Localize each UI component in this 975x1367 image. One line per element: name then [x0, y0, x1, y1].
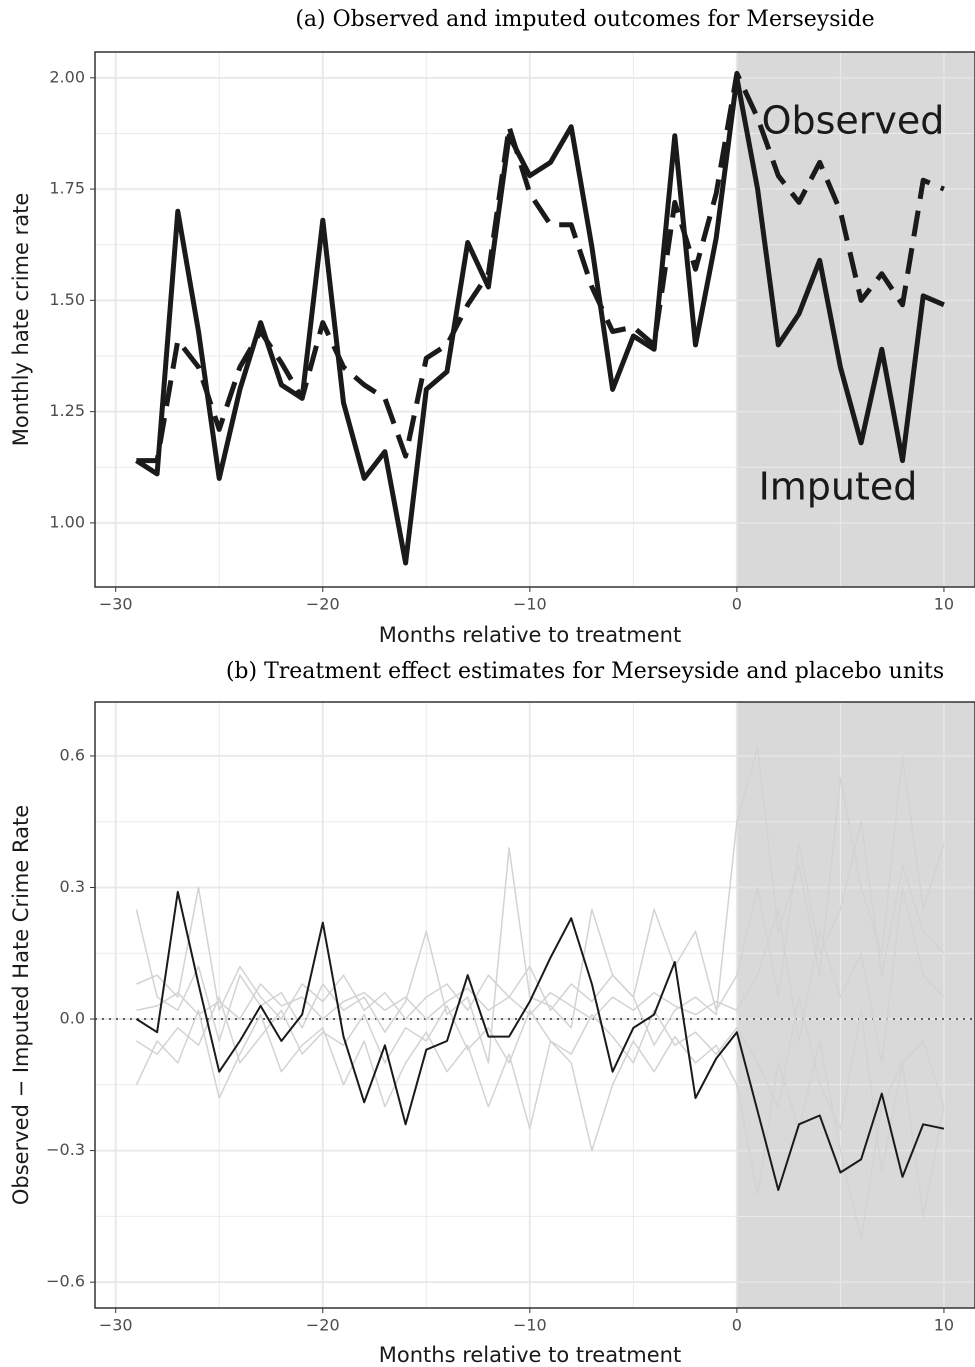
data-line [136, 70, 945, 464]
x-tick-label: −10 [513, 1316, 547, 1335]
x-tick-label: 0 [732, 1316, 742, 1335]
panel-border [94, 701, 975, 1309]
series-label: Imputed [759, 465, 918, 509]
y-axis-label: Monthly hate crime rate [9, 193, 33, 447]
data-line [136, 820, 945, 1020]
y-tick-label: 1.75 [49, 179, 85, 198]
chart-title: (b) Treatment effect estimates for Merse… [226, 659, 944, 684]
x-tick-label: 10 [934, 1316, 954, 1335]
y-tick-label: 1.50 [49, 290, 85, 309]
y-tick-label: 0.0 [60, 1009, 85, 1028]
y-tick-label: 1.25 [49, 401, 85, 420]
y-axis-label: Observed − Imputed Hate Crime Rate [9, 805, 33, 1205]
data-line [135, 1009, 945, 1240]
y-tick-label: 0.3 [60, 877, 85, 896]
series-label: Observed [762, 99, 945, 143]
x-axis-label: Months relative to treatment [379, 1343, 681, 1367]
x-tick-label: −30 [99, 595, 133, 614]
data-line [135, 75, 945, 566]
data-line [136, 886, 945, 1064]
panel-border [94, 51, 975, 588]
y-tick-label: −0.3 [46, 1140, 85, 1159]
x-tick-label: −20 [306, 595, 340, 614]
chart-title: (a) Observed and imputed outcomes for Me… [295, 7, 874, 32]
x-axis-label: Months relative to treatment [379, 623, 681, 647]
x-tick-label: 0 [732, 595, 742, 614]
y-tick-label: −0.6 [46, 1272, 85, 1291]
x-tick-label: 10 [934, 595, 954, 614]
x-tick-label: −20 [306, 1316, 340, 1335]
x-tick-label: −30 [99, 1316, 133, 1335]
treatment-shade [736, 702, 975, 1308]
y-tick-label: 2.00 [49, 67, 85, 86]
data-line [135, 746, 945, 1064]
y-tick-label: 0.6 [60, 745, 85, 764]
x-tick-label: −10 [513, 595, 547, 614]
data-line [135, 890, 945, 1191]
y-tick-label: 1.00 [49, 512, 85, 531]
